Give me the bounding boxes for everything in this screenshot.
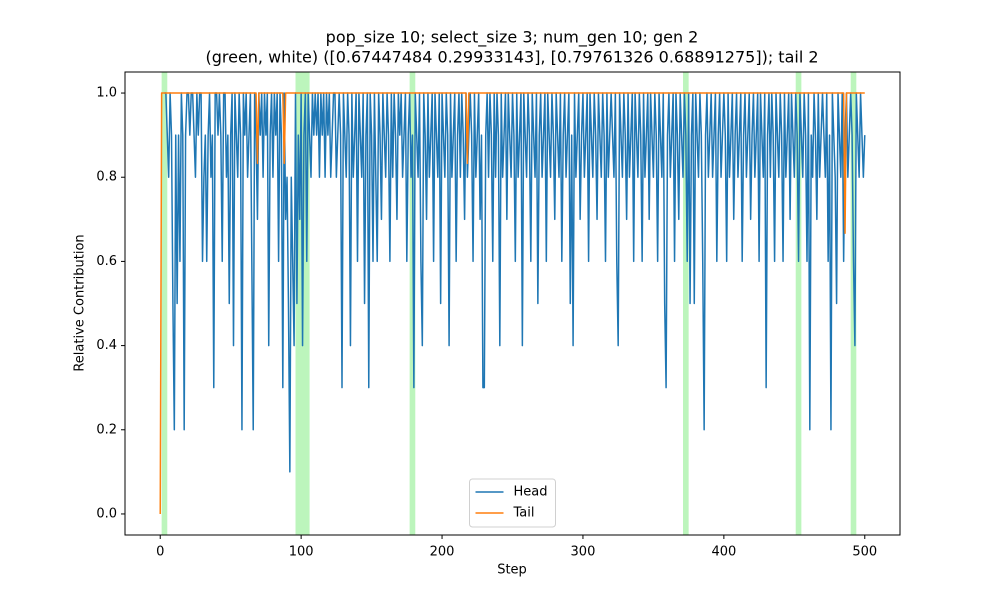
y-tick-label: 0.2 — [96, 422, 117, 437]
x-tick-label: 0 — [156, 545, 164, 560]
legend-box — [469, 478, 556, 528]
y-tick-label: 0.6 — [96, 254, 117, 269]
legend-label: Tail — [513, 506, 535, 521]
y-tick-label: 0.0 — [96, 506, 117, 521]
y-tick-label: 1.0 — [96, 86, 117, 101]
y-axis-label: Relative Contribution — [73, 234, 88, 371]
highlight-band — [161, 72, 168, 535]
x-tick-label: 500 — [852, 545, 877, 560]
line-series — [164, 92, 866, 473]
chart-subtitle: (green, white) ([0.67447484 0.29933143],… — [205, 48, 818, 67]
axes-frame — [124, 71, 901, 536]
legend: Head Tail — [469, 478, 556, 528]
y-tick-label: 0.4 — [96, 338, 117, 353]
x-tick-label: 400 — [711, 545, 736, 560]
highlight-band — [683, 72, 689, 535]
highlight-band — [795, 72, 802, 535]
chart-title: pop_size 10; select_size 3; num_gen 10; … — [326, 28, 699, 48]
x-axis-label: Step — [497, 563, 527, 578]
highlight-band — [409, 72, 416, 535]
x-tick-label: 300 — [571, 545, 596, 560]
x-tick-label: 100 — [289, 545, 314, 560]
y-tick-label: 0.8 — [96, 170, 117, 185]
line-series — [159, 92, 865, 514]
legend-label: Head — [514, 485, 548, 500]
x-tick-label: 200 — [430, 545, 455, 560]
